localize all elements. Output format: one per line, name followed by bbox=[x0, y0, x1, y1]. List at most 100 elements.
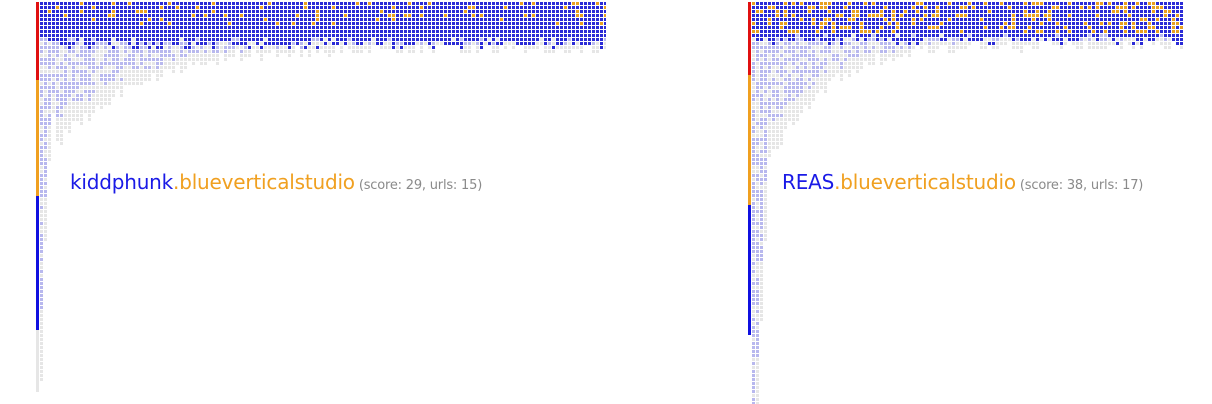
grid-cell bbox=[348, 14, 351, 17]
grid-cell bbox=[536, 6, 539, 9]
grid-cell bbox=[596, 2, 599, 5]
grid-cell bbox=[764, 174, 767, 177]
grid-cell bbox=[584, 6, 587, 9]
grid-cell bbox=[172, 10, 175, 13]
grid-cell bbox=[184, 62, 187, 65]
grid-cell bbox=[532, 26, 535, 29]
grid-cell bbox=[364, 6, 367, 9]
grid-cell bbox=[388, 46, 391, 49]
grid-cell bbox=[768, 22, 771, 25]
grid-cell bbox=[248, 38, 251, 41]
grid-cell bbox=[212, 30, 215, 33]
grid-cell bbox=[400, 50, 403, 53]
grid-cell bbox=[1040, 18, 1043, 21]
grid-cell bbox=[144, 74, 147, 77]
grid-cell bbox=[44, 186, 47, 189]
grid-cell bbox=[476, 22, 479, 25]
grid-cell bbox=[756, 158, 759, 161]
grid-cell bbox=[188, 10, 191, 13]
grid-cell bbox=[168, 26, 171, 29]
grid-cell bbox=[844, 6, 847, 9]
grid-cell bbox=[480, 22, 483, 25]
grid-cell bbox=[476, 34, 479, 37]
grid-cell bbox=[328, 38, 331, 41]
grid-cell bbox=[400, 34, 403, 37]
grid-cell bbox=[132, 34, 135, 37]
grid-cell bbox=[804, 46, 807, 49]
grid-cell bbox=[1128, 14, 1131, 17]
grid-cell bbox=[812, 34, 815, 37]
grid-cell bbox=[424, 42, 427, 45]
grid-cell bbox=[76, 42, 79, 45]
grid-cell bbox=[332, 10, 335, 13]
grid-cell bbox=[460, 26, 463, 29]
grid-cell bbox=[1036, 10, 1039, 13]
grid-cell bbox=[332, 14, 335, 17]
grid-cell bbox=[256, 34, 259, 37]
grid-cell bbox=[40, 302, 43, 305]
grid-cell bbox=[976, 38, 979, 41]
grid-cell bbox=[1120, 2, 1123, 5]
grid-cell bbox=[764, 30, 767, 33]
grid-cell bbox=[992, 18, 995, 21]
grid-cell bbox=[472, 42, 475, 45]
grid-cell bbox=[1144, 38, 1147, 41]
grid-cell bbox=[604, 46, 606, 49]
grid-cell bbox=[544, 38, 547, 41]
grid-cell bbox=[116, 78, 119, 81]
grid-cell bbox=[236, 18, 239, 21]
grid-cell bbox=[824, 34, 827, 37]
grid-cell bbox=[364, 26, 367, 29]
grid-cell bbox=[436, 22, 439, 25]
grid-cell bbox=[876, 34, 879, 37]
viz-caption[interactable]: REAS.blueverticalstudio (score: 38, urls:… bbox=[782, 170, 1143, 194]
domain-name[interactable]: .blueverticalstudio bbox=[173, 170, 355, 194]
grid-cell bbox=[800, 106, 803, 109]
grid-cell bbox=[784, 74, 787, 77]
grid-cell bbox=[440, 42, 443, 45]
grid-cell bbox=[208, 34, 211, 37]
grid-cell bbox=[780, 34, 783, 37]
grid-cell bbox=[296, 22, 299, 25]
grid-cell bbox=[792, 26, 795, 29]
grid-cell bbox=[428, 30, 431, 33]
domain-name[interactable]: .blueverticalstudio bbox=[834, 170, 1016, 194]
grid-cell bbox=[760, 126, 763, 129]
grid-cell bbox=[548, 14, 551, 17]
user-name[interactable]: kiddphunk bbox=[70, 170, 174, 194]
grid-cell bbox=[180, 50, 183, 53]
grid-cell bbox=[128, 2, 131, 5]
grid-cell bbox=[340, 26, 343, 29]
grid-cell bbox=[84, 70, 87, 73]
grid-cell bbox=[40, 74, 43, 77]
grid-cell bbox=[504, 2, 507, 5]
grid-cell bbox=[988, 30, 991, 33]
grid-cell bbox=[1108, 14, 1111, 17]
grid-cell bbox=[52, 10, 55, 13]
grid-cell bbox=[600, 34, 603, 37]
grid-cell bbox=[752, 358, 755, 361]
grid-cell bbox=[524, 30, 527, 33]
grid-cell bbox=[1088, 2, 1091, 5]
grid-cell bbox=[212, 18, 215, 21]
grid-cell bbox=[112, 86, 115, 89]
grid-cell bbox=[160, 26, 163, 29]
viz-caption[interactable]: kiddphunk.blueverticalstudio (score: 29, … bbox=[70, 170, 482, 194]
grid-cell bbox=[1028, 22, 1031, 25]
grid-cell bbox=[104, 54, 107, 57]
grid-cell bbox=[940, 38, 943, 41]
grid-cell bbox=[184, 54, 187, 57]
grid-cell bbox=[64, 34, 67, 37]
grid-cell bbox=[1064, 38, 1067, 41]
grid-cell bbox=[44, 190, 47, 193]
grid-cell bbox=[996, 34, 999, 37]
grid-cell bbox=[116, 70, 119, 73]
user-name[interactable]: REAS bbox=[782, 170, 835, 194]
grid-cell bbox=[812, 58, 815, 61]
grid-cell bbox=[512, 22, 515, 25]
grid-cell bbox=[364, 38, 367, 41]
grid-cell bbox=[848, 58, 851, 61]
grid-cell bbox=[840, 34, 843, 37]
grid-cell bbox=[92, 70, 95, 73]
grid-cell bbox=[860, 2, 863, 5]
